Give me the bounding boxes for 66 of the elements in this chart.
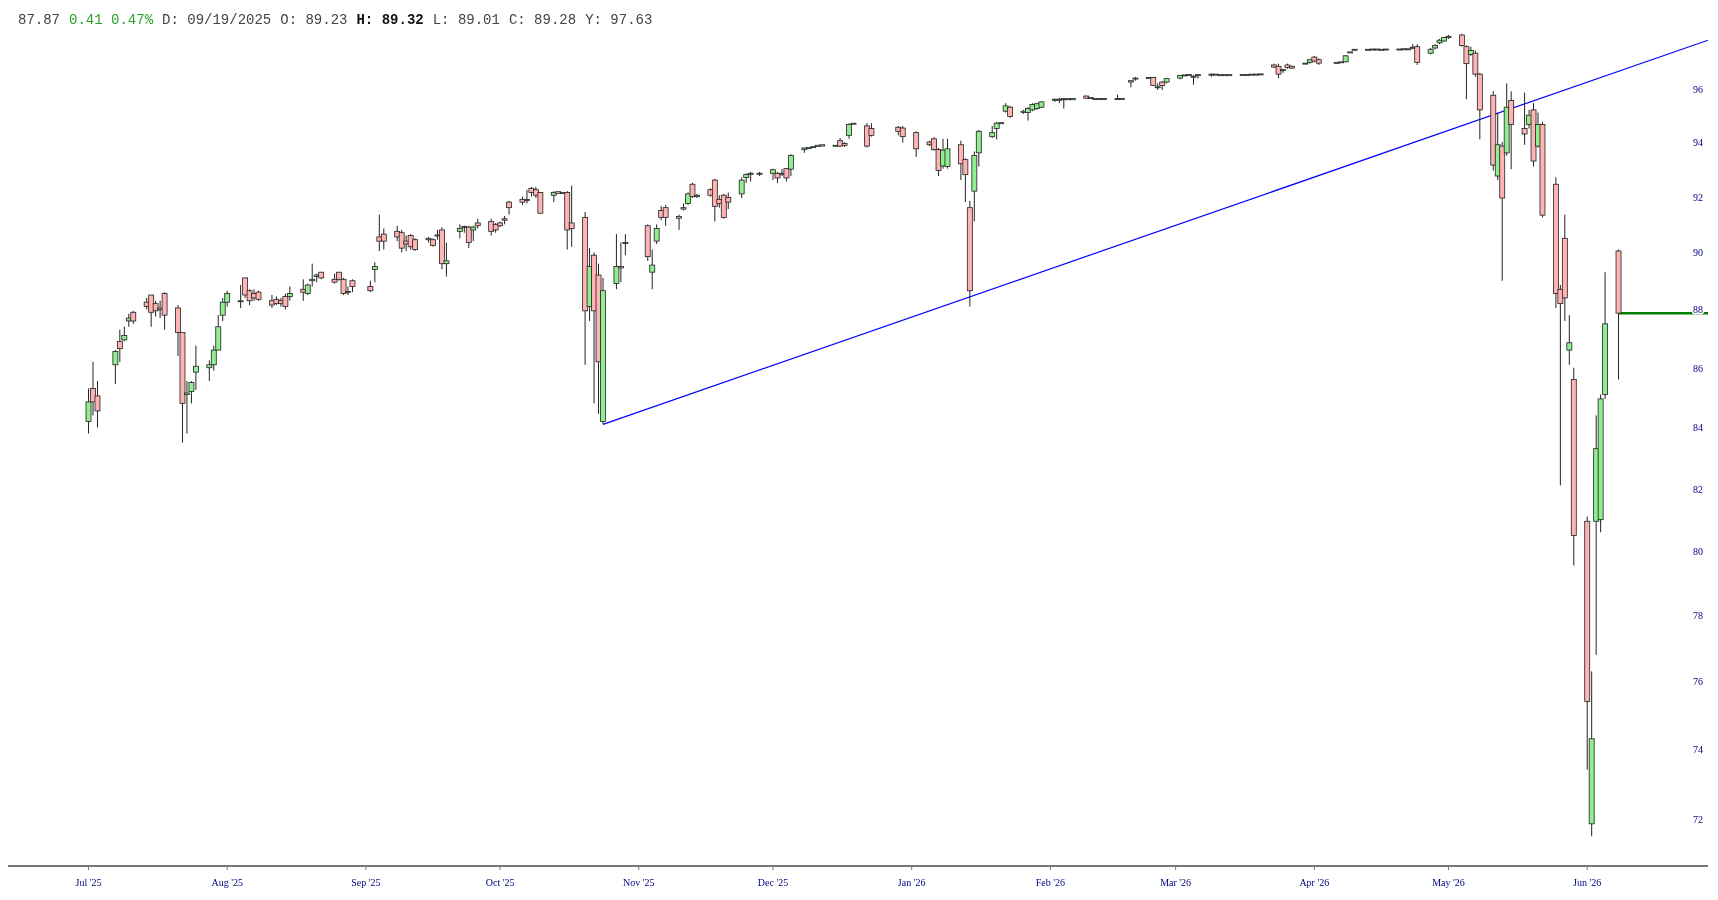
candlestick — [371, 261, 378, 283]
y-tick-label: 80 — [1693, 546, 1703, 558]
y-tick-label: 94 — [1693, 137, 1703, 149]
annotation: H: 89.32 — [356, 12, 424, 28]
candlestick — [676, 214, 682, 231]
candlestick — [913, 130, 920, 158]
y-tick-label: 90 — [1693, 247, 1703, 259]
candlestick — [1253, 73, 1260, 76]
y-tick-label: 82 — [1693, 483, 1703, 495]
candlestick — [376, 214, 383, 252]
candlestick — [1396, 48, 1403, 51]
y-tick-label: 92 — [1693, 191, 1703, 203]
candlestick — [1333, 61, 1340, 64]
candlestick — [1369, 48, 1376, 51]
candlestick — [613, 233, 620, 290]
candlestick — [1065, 98, 1072, 101]
x-tick-label: Nov '25 — [623, 877, 655, 888]
x-tick-label: Oct '25 — [485, 877, 515, 888]
candlestick — [738, 176, 745, 199]
candlestick — [944, 138, 951, 170]
y-tick-label: 96 — [1693, 83, 1703, 95]
x-tick-label: Jun '26 — [1573, 877, 1602, 888]
x-tick-label: Apr '26 — [1299, 877, 1330, 888]
annotation: 87.87 — [18, 12, 61, 28]
candlestick — [1378, 48, 1385, 51]
candlestick — [161, 291, 168, 331]
candlestick — [1351, 48, 1358, 51]
candlestick — [1226, 74, 1233, 77]
x-tick-label: Jul '25 — [75, 877, 102, 888]
annotation: O: 89.23 — [280, 12, 348, 28]
x-tick-label: Aug '25 — [211, 877, 243, 888]
x-tick-label: Dec '25 — [757, 877, 789, 888]
annotation: Y: 97.63 — [585, 12, 653, 28]
annotation: C: 89.28 — [508, 12, 577, 28]
candlestick — [1382, 48, 1389, 51]
x-tick-label: Jan '26 — [897, 877, 926, 888]
annotation: 0.41 0.47% — [69, 12, 154, 28]
candlestick — [1521, 92, 1528, 146]
candlestick — [568, 185, 575, 248]
y-tick-label: 76 — [1693, 676, 1703, 688]
candlestick — [819, 144, 826, 147]
annotation: L: 89.01 — [432, 12, 500, 28]
y-tick-label: 72 — [1693, 813, 1703, 825]
y-tick-label: 78 — [1693, 610, 1703, 622]
x-tick-label: Feb '26 — [1035, 877, 1066, 888]
candlestick — [810, 146, 817, 149]
x-tick-label: May '26 — [1432, 877, 1465, 888]
x-tick-label: Sep '25 — [351, 877, 381, 888]
y-tick-label: 74 — [1693, 744, 1703, 756]
candlestick — [1217, 74, 1224, 77]
candlestick — [116, 329, 123, 363]
x-tick-label: Mar '26 — [1160, 877, 1192, 888]
candlestick — [1302, 62, 1309, 65]
candlestick — [506, 200, 512, 216]
annotation: D: 09/19/2025 — [162, 12, 272, 28]
candlestick — [1181, 74, 1188, 77]
candlestick — [1566, 314, 1573, 366]
candlestick — [1248, 73, 1255, 76]
candlestick — [537, 191, 544, 214]
y-tick-label: 84 — [1693, 422, 1703, 434]
candlestick — [1405, 48, 1412, 51]
candlestick — [1069, 98, 1076, 101]
y-tick-label: 86 — [1693, 362, 1703, 374]
candlestick — [653, 223, 660, 245]
candlestick — [832, 144, 839, 147]
candlestick — [1257, 73, 1264, 76]
